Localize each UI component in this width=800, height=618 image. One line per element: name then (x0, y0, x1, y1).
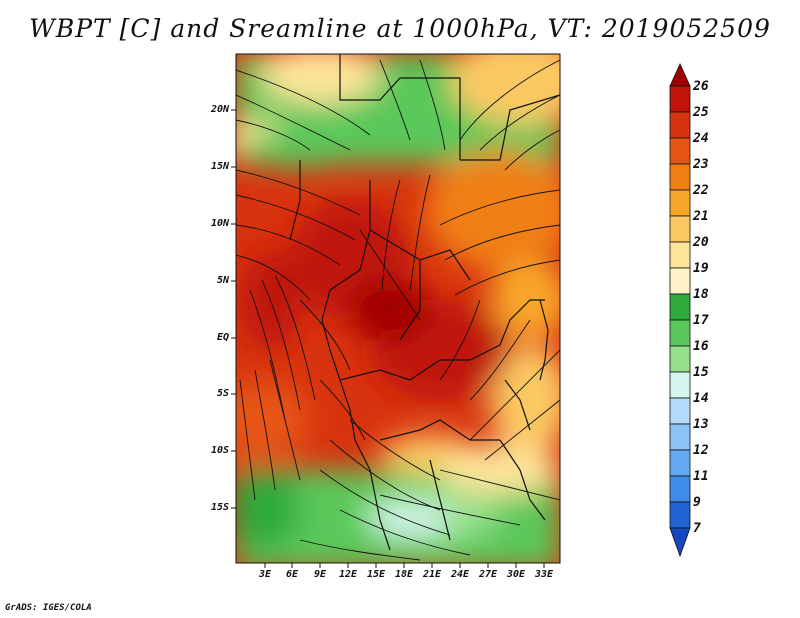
colorbar-label: 11 (693, 469, 709, 484)
colorbar-label: 23 (693, 157, 709, 172)
colorbar-label: 21 (693, 209, 709, 224)
colorbar (669, 63, 691, 558)
lat-label: 10N (210, 218, 229, 229)
lon-label: 18E (394, 569, 414, 580)
wbpt-shaded-field (236, 54, 560, 563)
colorbar-label: 20 (693, 235, 709, 250)
colorbar-label: 16 (693, 339, 709, 354)
lat-label: 15N (210, 161, 229, 172)
colorbar-label: 17 (693, 313, 709, 328)
country-borders (289, 54, 560, 551)
colorbar-label: 22 (693, 183, 709, 198)
lat-label: 15S (210, 502, 229, 513)
lat-label: 20N (210, 104, 229, 115)
streamlines (236, 59, 560, 561)
colorbar-label: 7 (693, 521, 701, 536)
lon-label: 9E (313, 569, 327, 580)
colorbar-label: 9 (693, 495, 701, 510)
colorbar-label: 26 (693, 79, 709, 94)
colorbar-label: 13 (693, 417, 709, 432)
lat-label: 10S (210, 445, 229, 456)
lon-label: 6E (285, 569, 299, 580)
lon-label: 27E (478, 569, 498, 580)
colorbar-label: 25 (693, 105, 709, 120)
credit-text: GrADS: IGES/COLA (5, 603, 92, 613)
lon-label: 3E (258, 569, 272, 580)
colorbar-bottom-arrow (669, 527, 691, 558)
lon-label: 24E (450, 569, 470, 580)
map-title: WBPT [C] and Sreamline at 1000hPa, VT: 2… (29, 14, 771, 43)
map-frame (235, 53, 561, 564)
colorbar-top-arrow (669, 63, 691, 87)
lat-label: EQ (216, 332, 229, 343)
colorbar-label: 12 (693, 443, 709, 458)
colorbar-label: 19 (693, 261, 709, 276)
colorbar-label: 24 (693, 131, 709, 146)
colorbar-label: 18 (693, 287, 709, 302)
lon-label: 30E (506, 569, 526, 580)
lat-label: 5N (216, 275, 229, 286)
lon-label: 21E (422, 569, 442, 580)
lon-label: 15E (366, 569, 386, 580)
colorbar-label: 15 (693, 365, 709, 380)
lat-label: 5S (216, 388, 229, 399)
colorbar-label: 14 (693, 391, 709, 406)
lon-label: 12E (338, 569, 358, 580)
lon-label: 33E (534, 569, 554, 580)
axis-ticks (231, 109, 545, 568)
